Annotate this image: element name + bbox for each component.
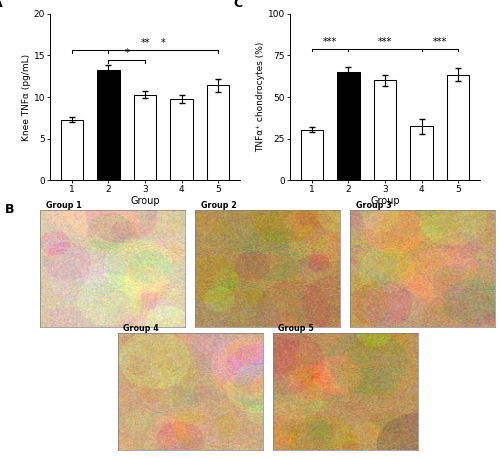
Text: ***: *** <box>378 37 392 47</box>
Text: *: * <box>124 48 129 58</box>
Bar <box>337 72 360 180</box>
Bar <box>374 80 396 180</box>
Bar <box>207 85 230 180</box>
Text: A: A <box>0 0 2 10</box>
Y-axis label: TNFα⁺ chondrocytes (%): TNFα⁺ chondrocytes (%) <box>256 42 265 152</box>
Bar <box>134 95 156 180</box>
Text: Group 5: Group 5 <box>278 325 314 333</box>
Text: ***: *** <box>323 37 338 47</box>
Text: Group 2: Group 2 <box>201 201 236 210</box>
Text: ***: *** <box>432 37 447 47</box>
Text: Group 1: Group 1 <box>46 201 82 210</box>
Text: B: B <box>5 203 15 216</box>
Text: Group 3: Group 3 <box>356 201 392 210</box>
Text: C: C <box>233 0 242 10</box>
Text: **: ** <box>140 39 150 48</box>
Bar <box>170 99 193 180</box>
Y-axis label: Knee TNFα (pg/mL): Knee TNFα (pg/mL) <box>22 54 31 140</box>
Bar <box>60 119 84 180</box>
X-axis label: Group: Group <box>130 196 160 206</box>
Bar <box>410 126 433 180</box>
Text: *: * <box>161 39 166 48</box>
Text: Group 4: Group 4 <box>124 325 159 333</box>
X-axis label: Group: Group <box>370 196 400 206</box>
Bar <box>447 74 469 180</box>
Bar <box>97 70 120 180</box>
Bar <box>300 129 323 180</box>
